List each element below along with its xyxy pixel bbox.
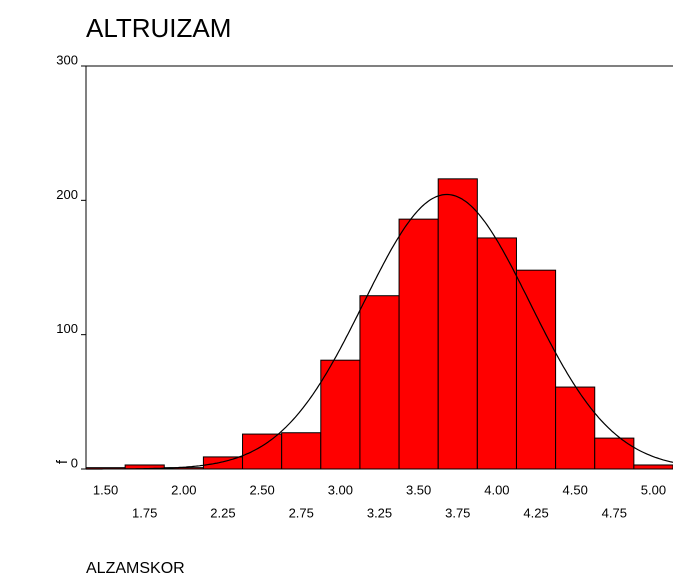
bar [633, 464, 673, 470]
x-tick-label: 3.50 [406, 482, 431, 497]
bar [398, 218, 439, 470]
x-tick-label: 4.00 [484, 482, 509, 497]
y-tick-label: 0 [71, 455, 78, 470]
x-tick-label: 2.75 [289, 505, 314, 520]
bar [555, 386, 596, 470]
chart-title: ALTRUIZAM [86, 13, 231, 43]
y-tick-label: 100 [56, 321, 78, 336]
x-tick-label: 5.00 [641, 482, 666, 497]
x-tick-label: 4.50 [563, 482, 588, 497]
x-tick-label: 3.75 [445, 505, 470, 520]
y-axis-label: f [54, 459, 71, 464]
x-tick-label: 3.00 [328, 482, 353, 497]
bar [594, 437, 635, 470]
x-tick-label: 4.25 [523, 505, 548, 520]
bar [320, 359, 361, 470]
bar [281, 432, 322, 470]
bar [515, 269, 557, 470]
normal-curve [86, 193, 673, 470]
x-tick-label: 2.00 [171, 482, 196, 497]
bar [202, 456, 244, 470]
x-tick-label: 2.25 [210, 505, 235, 520]
bar [476, 237, 517, 470]
x-axis-label: ALZAMSKOR [86, 560, 185, 577]
bar [359, 295, 400, 470]
y-tick-label: 300 [56, 52, 78, 67]
x-tick-label: 2.50 [249, 482, 274, 497]
bar [437, 178, 478, 470]
y-tick-label: 200 [56, 187, 78, 202]
x-tick-label: 3.25 [367, 505, 392, 520]
bar [242, 433, 283, 470]
x-tick-label: 4.75 [602, 505, 627, 520]
x-tick-label: 1.50 [93, 482, 118, 497]
x-tick-label: 1.75 [132, 505, 157, 520]
